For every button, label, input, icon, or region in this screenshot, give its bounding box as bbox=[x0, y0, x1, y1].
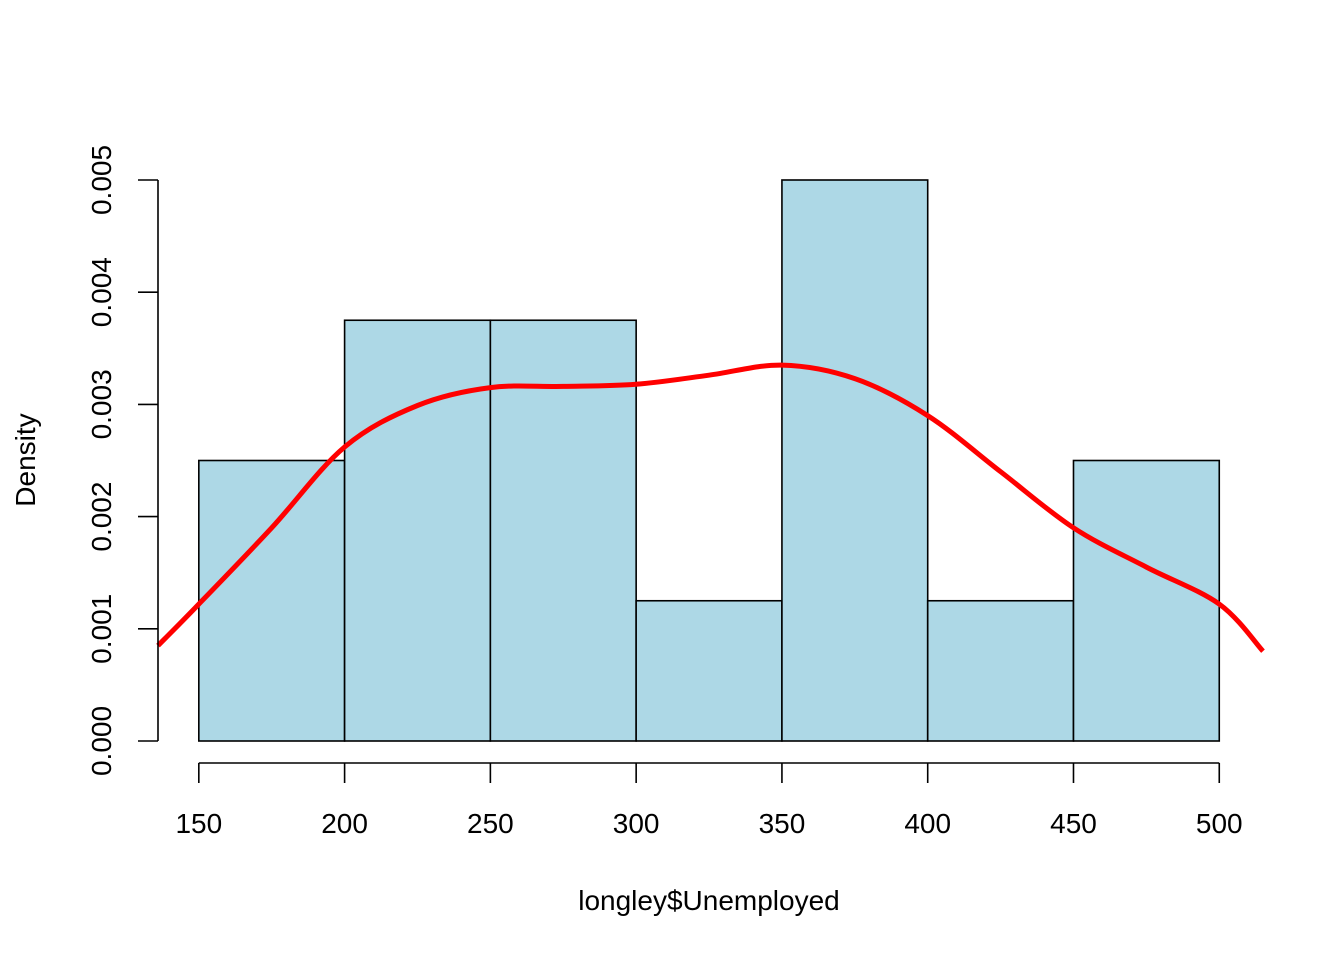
x-tick-label: 250 bbox=[467, 808, 514, 839]
x-tick-label: 500 bbox=[1196, 808, 1243, 839]
y-axis-title: Density bbox=[10, 413, 41, 506]
x-tick-label: 400 bbox=[904, 808, 951, 839]
x-tick-label: 200 bbox=[321, 808, 368, 839]
histogram-bars bbox=[198, 179, 1221, 742]
x-tick-label: 300 bbox=[613, 808, 660, 839]
y-tick-label: 0.000 bbox=[86, 706, 117, 776]
y-tick-label: 0.001 bbox=[86, 594, 117, 664]
y-tick-label: 0.003 bbox=[86, 369, 117, 439]
density-curve bbox=[156, 362, 1265, 653]
x-axis: 150 200 250 300 350 400 450 500 bbox=[175, 762, 1243, 839]
histogram-bar bbox=[489, 319, 637, 742]
y-tick-label: 0.004 bbox=[86, 257, 117, 327]
histogram-bar bbox=[198, 459, 346, 742]
x-tick-label: 150 bbox=[175, 808, 222, 839]
histogram-bar bbox=[781, 179, 929, 742]
histogram-bar bbox=[343, 319, 492, 742]
x-tick-label: 350 bbox=[759, 808, 806, 839]
histogram-bar bbox=[635, 599, 783, 742]
histogram-bar bbox=[1072, 459, 1221, 742]
y-tick-label: 0.002 bbox=[86, 482, 117, 552]
y-tick-label: 0.005 bbox=[86, 145, 117, 215]
x-axis-title: longley$Unemployed bbox=[578, 885, 840, 916]
y-axis: 0.000 0.001 0.002 0.003 0.004 0.005 bbox=[86, 145, 159, 776]
x-tick-label: 450 bbox=[1050, 808, 1097, 839]
histogram-bar bbox=[926, 599, 1075, 742]
